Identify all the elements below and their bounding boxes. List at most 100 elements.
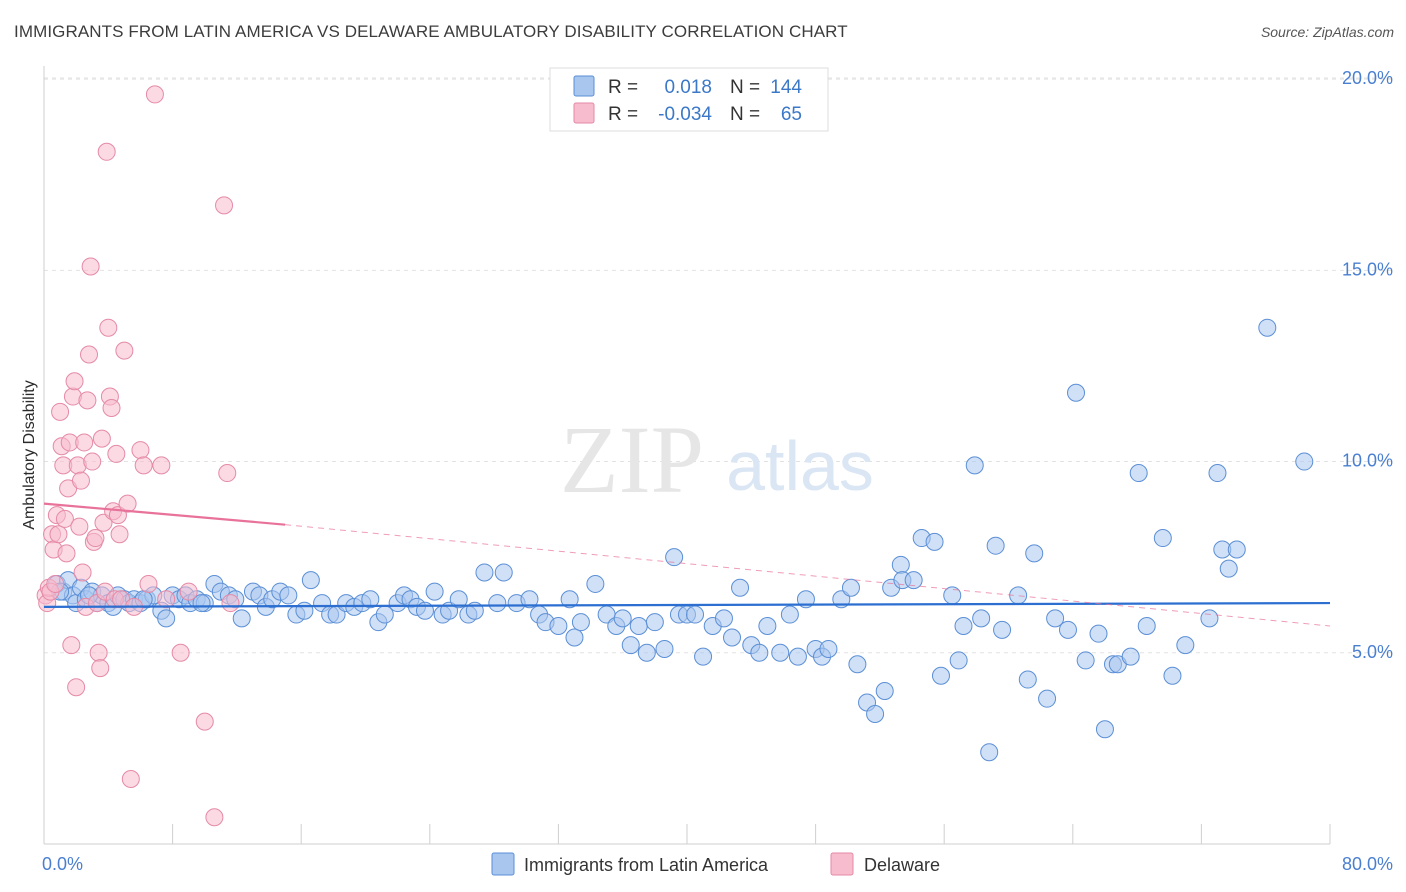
point-latin-america-120 xyxy=(993,620,1012,639)
point-latin-america-91 xyxy=(750,643,769,662)
point-delaware-48 xyxy=(115,341,134,360)
point-latin-america-79 xyxy=(645,613,664,632)
point-latin-america-138 xyxy=(1176,636,1195,655)
x-tick-label-right: 80.0% xyxy=(1342,854,1393,874)
y-tick-label-0: 5.0% xyxy=(1352,642,1393,662)
point-delaware-16 xyxy=(62,636,81,655)
point-delaware-58 xyxy=(171,643,190,662)
point-delaware-38 xyxy=(97,142,116,161)
point-latin-america-75 xyxy=(613,609,632,628)
point-latin-america-31 xyxy=(232,609,251,628)
point-latin-america-78 xyxy=(637,643,656,662)
chart-title: IMMIGRANTS FROM LATIN AMERICA VS DELAWAR… xyxy=(14,22,848,41)
point-latin-america-140 xyxy=(1208,464,1227,483)
source-credit: Source: ZipAtlas.com xyxy=(1260,24,1394,40)
point-latin-america-87 xyxy=(714,609,733,628)
point-latin-america-133 xyxy=(1121,647,1140,666)
point-latin-america-111 xyxy=(925,532,944,551)
point-delaware-60 xyxy=(195,712,214,731)
point-latin-america-109 xyxy=(904,571,923,590)
point-latin-america-105 xyxy=(875,682,894,701)
point-latin-america-69 xyxy=(560,590,579,609)
point-delaware-63 xyxy=(218,464,237,483)
point-latin-america-130 xyxy=(1095,720,1114,739)
legend-r-value-1: -0.034 xyxy=(658,104,712,125)
point-latin-america-94 xyxy=(780,605,799,624)
legend-r-label-1: R = xyxy=(608,104,638,125)
point-latin-america-58 xyxy=(449,590,468,609)
point-delaware-13 xyxy=(57,544,76,563)
point-latin-america-65 xyxy=(520,590,539,609)
point-latin-america-129 xyxy=(1089,624,1108,643)
point-delaware-26 xyxy=(78,391,97,410)
point-latin-america-76 xyxy=(621,636,640,655)
point-latin-america-99 xyxy=(819,639,838,658)
point-latin-america-117 xyxy=(972,609,991,628)
point-latin-america-119 xyxy=(986,536,1005,555)
point-latin-america-89 xyxy=(731,578,750,597)
point-latin-america-122 xyxy=(1018,670,1037,689)
series-legend: Immigrants from Latin America Delaware xyxy=(491,852,940,876)
point-latin-america-62 xyxy=(488,594,507,613)
y-tick-label-2: 15.0% xyxy=(1342,259,1393,279)
point-latin-america-85 xyxy=(694,647,713,666)
point-latin-america-55 xyxy=(425,582,444,601)
point-latin-america-95 xyxy=(788,647,807,666)
point-delaware-12 xyxy=(55,509,74,528)
point-delaware-8 xyxy=(49,525,68,544)
watermark: ZIP atlas xyxy=(560,406,874,513)
point-latin-america-101 xyxy=(841,578,860,597)
point-latin-america-123 xyxy=(1025,544,1044,563)
point-latin-america-128 xyxy=(1076,651,1095,670)
point-latin-america-81 xyxy=(665,548,684,567)
legend-swatch-pink xyxy=(573,102,595,124)
point-delaware-41 xyxy=(102,399,121,418)
point-latin-america-68 xyxy=(549,617,568,636)
point-latin-america-77 xyxy=(629,617,648,636)
point-delaware-35 xyxy=(92,429,111,448)
point-delaware-28 xyxy=(81,257,100,276)
point-delaware-52 xyxy=(131,441,150,460)
legend-swatch-blue xyxy=(573,75,595,97)
point-delaware-18 xyxy=(65,372,84,391)
point-latin-america-135 xyxy=(1137,617,1156,636)
point-latin-america-115 xyxy=(954,617,973,636)
point-latin-america-118 xyxy=(980,743,999,762)
point-delaware-55 xyxy=(145,85,164,104)
legend-r-value-0: 0.018 xyxy=(664,77,712,98)
point-latin-america-139 xyxy=(1200,609,1219,628)
point-delaware-23 xyxy=(73,563,92,582)
point-latin-america-96 xyxy=(796,590,815,609)
legend-n-value-1: 65 xyxy=(781,104,802,125)
point-latin-america-136 xyxy=(1153,529,1172,548)
point-delaware-19 xyxy=(67,678,86,697)
gridlines xyxy=(44,77,1394,654)
point-latin-america-84 xyxy=(686,605,705,624)
point-latin-america-112 xyxy=(931,666,950,685)
point-latin-america-116 xyxy=(965,456,984,475)
legend-n-label-0: N = xyxy=(730,77,760,98)
point-delaware-6 xyxy=(46,574,65,593)
point-delaware-57 xyxy=(157,590,176,609)
legend-r-label-0: R = xyxy=(608,77,638,98)
series-legend-swatch-pink xyxy=(830,852,854,876)
point-latin-america-142 xyxy=(1219,559,1238,578)
point-latin-america-125 xyxy=(1046,609,1065,628)
point-delaware-22 xyxy=(71,471,90,490)
point-latin-america-61 xyxy=(475,563,494,582)
point-delaware-50 xyxy=(121,769,140,788)
point-delaware-56 xyxy=(152,456,171,475)
point-latin-america-114 xyxy=(949,651,968,670)
series-latin-america-points xyxy=(47,318,1314,762)
trend-line-latin-america xyxy=(43,601,1331,608)
trend-line-delaware-extension xyxy=(285,524,1331,627)
point-delaware-27 xyxy=(80,345,99,364)
point-latin-america-63 xyxy=(494,563,513,582)
correlation-legend: R = 0.018 N = 144 R = -0.034 N = 65 xyxy=(549,67,829,132)
series-legend-swatch-blue xyxy=(491,852,515,876)
point-latin-america-104 xyxy=(866,704,885,723)
point-latin-america-102 xyxy=(848,655,867,674)
point-latin-america-134 xyxy=(1129,464,1148,483)
point-latin-america-92 xyxy=(758,617,777,636)
